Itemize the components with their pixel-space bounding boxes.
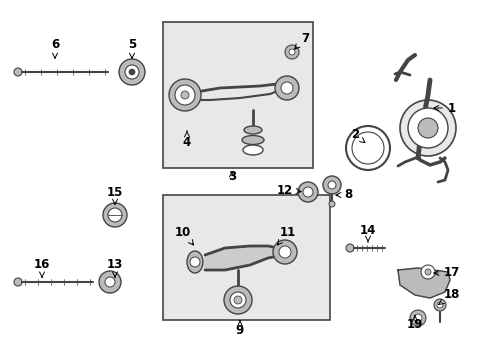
Circle shape bbox=[274, 76, 298, 100]
Text: 17: 17 bbox=[433, 266, 459, 279]
Circle shape bbox=[327, 181, 335, 189]
Text: 8: 8 bbox=[335, 189, 351, 202]
Ellipse shape bbox=[242, 135, 264, 144]
Text: 1: 1 bbox=[433, 102, 455, 114]
Bar bbox=[163, 195, 329, 320]
Circle shape bbox=[285, 45, 298, 59]
Text: 7: 7 bbox=[294, 31, 308, 49]
Circle shape bbox=[108, 208, 122, 222]
Text: 11: 11 bbox=[277, 225, 296, 245]
Circle shape bbox=[413, 314, 421, 322]
Circle shape bbox=[169, 79, 201, 111]
Text: 3: 3 bbox=[227, 171, 236, 184]
Text: 10: 10 bbox=[175, 225, 193, 245]
Circle shape bbox=[303, 187, 312, 197]
Circle shape bbox=[281, 82, 292, 94]
Circle shape bbox=[125, 65, 139, 79]
Circle shape bbox=[129, 69, 135, 75]
Text: 19: 19 bbox=[406, 316, 422, 332]
Text: 6: 6 bbox=[51, 39, 59, 58]
Circle shape bbox=[279, 246, 290, 258]
Text: 18: 18 bbox=[438, 288, 459, 305]
Circle shape bbox=[229, 292, 245, 308]
Circle shape bbox=[346, 244, 353, 252]
Circle shape bbox=[14, 68, 22, 76]
Circle shape bbox=[288, 49, 294, 55]
Circle shape bbox=[119, 59, 145, 85]
Circle shape bbox=[190, 257, 200, 267]
Text: 9: 9 bbox=[235, 321, 244, 337]
Circle shape bbox=[224, 286, 251, 314]
Circle shape bbox=[175, 85, 195, 105]
Circle shape bbox=[436, 302, 442, 308]
Text: 5: 5 bbox=[128, 39, 136, 58]
Text: 14: 14 bbox=[359, 224, 375, 242]
Circle shape bbox=[420, 265, 434, 279]
Text: 15: 15 bbox=[106, 185, 123, 204]
Circle shape bbox=[99, 271, 121, 293]
Polygon shape bbox=[397, 268, 449, 298]
Circle shape bbox=[409, 310, 425, 326]
Text: 13: 13 bbox=[107, 258, 123, 277]
Circle shape bbox=[407, 108, 447, 148]
Circle shape bbox=[297, 182, 317, 202]
Circle shape bbox=[181, 91, 189, 99]
Polygon shape bbox=[204, 246, 278, 270]
Circle shape bbox=[14, 278, 22, 286]
Circle shape bbox=[399, 100, 455, 156]
Circle shape bbox=[234, 296, 242, 304]
Ellipse shape bbox=[244, 126, 262, 134]
Circle shape bbox=[323, 176, 340, 194]
Circle shape bbox=[272, 240, 296, 264]
Text: 12: 12 bbox=[276, 184, 301, 197]
Circle shape bbox=[105, 277, 115, 287]
Circle shape bbox=[433, 299, 445, 311]
Ellipse shape bbox=[243, 145, 263, 155]
Text: 2: 2 bbox=[350, 129, 364, 143]
Text: 4: 4 bbox=[183, 131, 191, 149]
Bar bbox=[163, 22, 312, 168]
Circle shape bbox=[417, 118, 437, 138]
Circle shape bbox=[424, 269, 430, 275]
Circle shape bbox=[328, 201, 334, 207]
Text: 16: 16 bbox=[34, 258, 50, 277]
Circle shape bbox=[103, 203, 127, 227]
Ellipse shape bbox=[186, 251, 203, 273]
